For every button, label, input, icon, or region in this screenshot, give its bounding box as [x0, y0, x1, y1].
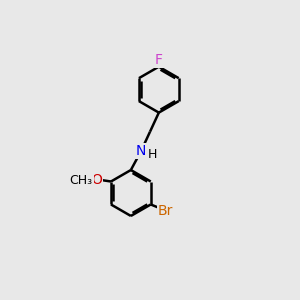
Text: N: N: [136, 144, 146, 158]
Text: H: H: [148, 148, 157, 161]
Text: CH₃: CH₃: [69, 173, 92, 187]
Text: O: O: [91, 173, 102, 187]
Text: Br: Br: [158, 204, 173, 218]
Text: F: F: [155, 53, 163, 67]
